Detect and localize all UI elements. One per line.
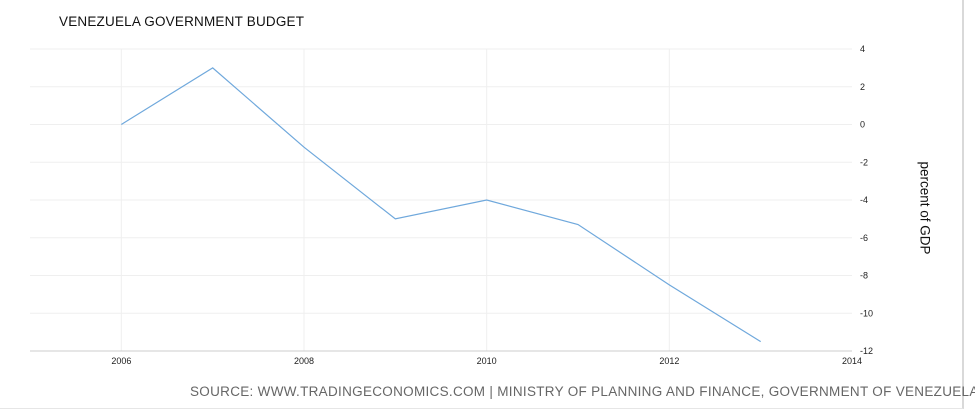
series-line bbox=[120, 67, 762, 343]
x-tick-label: 2014 bbox=[842, 356, 862, 366]
data-point[interactable] bbox=[666, 282, 672, 288]
tick-labels: 4 2 0 -2 -4 -6 -8 -10 -12 2006 2008 2010 2012 2014 bbox=[111, 44, 873, 366]
gridlines bbox=[30, 48, 852, 352]
y-tick-label: -8 bbox=[860, 271, 868, 281]
y-tick-label: -12 bbox=[860, 346, 873, 356]
y-tick-label: 4 bbox=[860, 44, 865, 54]
y-tick-label: 2 bbox=[860, 82, 865, 92]
data-point[interactable] bbox=[118, 122, 124, 128]
data-point[interactable] bbox=[575, 222, 581, 228]
y-tick-label: -4 bbox=[860, 195, 868, 205]
data-point[interactable] bbox=[301, 144, 307, 150]
y-tick-label: -10 bbox=[860, 308, 873, 318]
data-point[interactable] bbox=[758, 339, 764, 345]
data-point[interactable] bbox=[210, 65, 216, 71]
chart-title: VENEZUELA GOVERNMENT BUDGET bbox=[59, 14, 305, 29]
source-caption: SOURCE: WWW.TRADINGECONOMICS.COM | MINIS… bbox=[190, 384, 975, 399]
y-axis-label: percent of GDP bbox=[917, 161, 933, 255]
x-tick-label: 2012 bbox=[659, 356, 679, 366]
series bbox=[118, 65, 764, 345]
y-tick-label: -2 bbox=[860, 157, 868, 167]
y-tick-label: -6 bbox=[860, 233, 868, 243]
y-tick-label: 0 bbox=[860, 120, 865, 130]
data-point[interactable] bbox=[484, 197, 490, 203]
x-tick-label: 2008 bbox=[294, 356, 314, 366]
x-tick-label: 2006 bbox=[111, 356, 131, 366]
data-point[interactable] bbox=[392, 216, 398, 222]
x-tick-label: 2010 bbox=[477, 356, 497, 366]
